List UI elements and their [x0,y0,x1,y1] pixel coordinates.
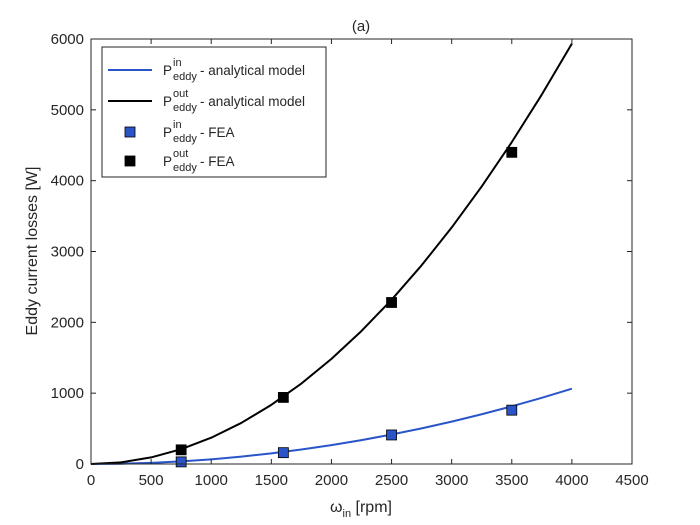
legend-label-main: P [163,125,172,140]
chart-marks [90,43,573,468]
series-2-point [277,447,289,459]
legend-label-suffix: - analytical model [200,94,305,109]
y-axis-label: Eddy current losses [W] [24,167,41,336]
x-tick-label: 0 [87,472,95,489]
x-tick-label: 4000 [555,472,588,489]
legend-label-suffix: - analytical model [200,63,305,78]
series-2-point [175,456,187,468]
series-line-1 [90,43,573,465]
legend-label-sup: out [173,148,188,160]
legend-label-main: P [163,94,172,109]
y-tick-label: 2000 [51,314,84,331]
legend-label-sub: eddy [173,71,197,83]
series-2-point [386,429,397,441]
legend-label-sub: eddy [173,162,197,174]
chart-title: (a) [352,18,370,35]
series-3-point [277,392,289,403]
series-2-point [506,404,518,416]
series-3-point [506,146,518,158]
legend-box [101,46,327,178]
x-tick-label: 2000 [315,472,348,489]
legend-marker-3 [124,155,136,167]
x-tick-label: 2500 [375,472,408,489]
legend-label-sub: eddy [173,102,197,114]
series-3-point [175,444,187,456]
legend-label-sup: in [173,57,182,69]
legend-label-main: P [163,63,172,78]
legend-label-suffix: - FEA [200,154,235,169]
y-tick-label: 6000 [51,31,84,48]
x-tick-label: 3000 [435,472,468,489]
x-axis-label: ωin [rpm] [330,499,392,520]
legend-label-sup: in [173,119,182,131]
x-tick-label: 3500 [495,472,528,489]
legend-label-main: P [163,154,172,169]
x-tick-label: 4500 [615,472,648,489]
legend-label-suffix: - FEA [200,125,235,140]
x-tick-label: 1500 [255,472,288,489]
legend-label-sub: eddy [173,133,197,145]
series-3-point [386,297,397,308]
legend-marker-2 [124,126,136,138]
axis-ticks: 0 500 1000 1500 2000 2500 3000 3500 4000 4500 0 100… [51,31,649,489]
legend-label-sup: out [173,88,188,100]
x-tick-label: 1000 [195,472,228,489]
y-tick-label: 4000 [51,173,84,190]
y-tick-label: 5000 [51,102,84,119]
y-tick-label: 1000 [51,385,84,402]
y-tick-label: 0 [76,456,84,473]
y-tick-label: 3000 [51,244,84,261]
series-line-0 [90,387,573,465]
x-tick-label: 500 [139,472,164,489]
